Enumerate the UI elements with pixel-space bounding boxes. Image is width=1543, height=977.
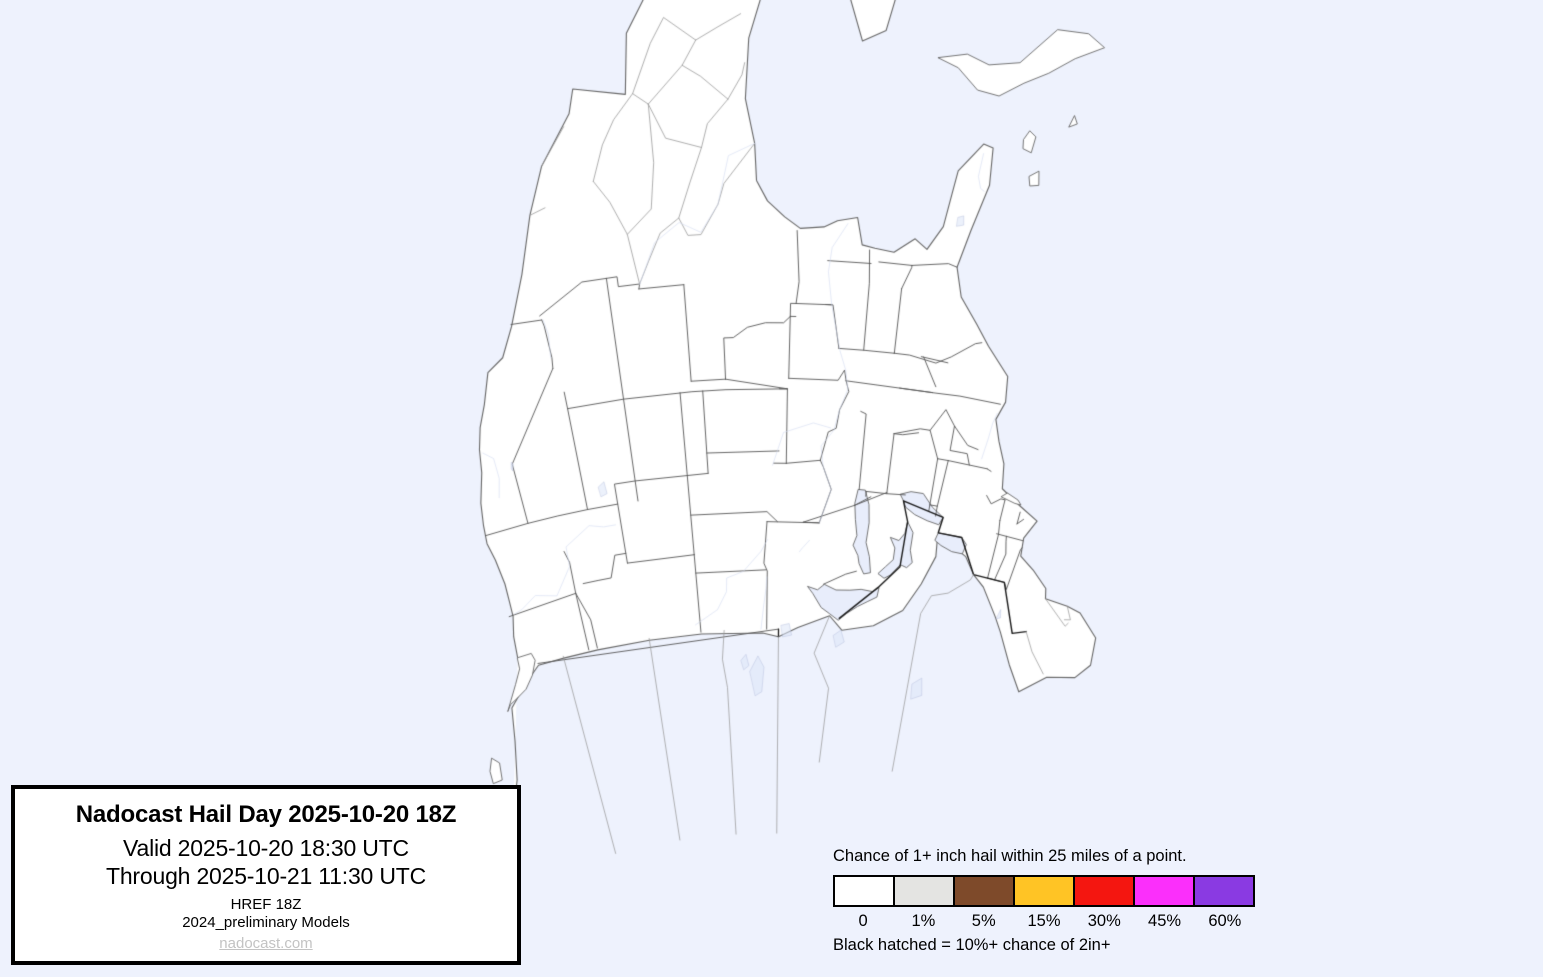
- valid-time-label: Valid 2025-10-20 18:30 UTC: [123, 834, 409, 861]
- legend-hatching-note: Black hatched = 10%+ chance of 2in+: [833, 936, 1111, 955]
- legend-swatch-30pct: [1075, 876, 1135, 905]
- nadocast-website-link[interactable]: nadocast.com: [219, 935, 313, 953]
- legend-tick-5pct: 5%: [971, 911, 996, 930]
- models-run-label: 2024_preliminary Models: [182, 914, 350, 932]
- legend-swatch-15pct: [1015, 876, 1075, 905]
- legend-color-bar: [833, 874, 1255, 907]
- legend-tick-45pct: 45%: [1148, 911, 1182, 930]
- legend-swatch-0: [835, 876, 895, 905]
- model-name-label: HREF 18Z: [230, 895, 302, 913]
- legend-swatch-45pct: [1135, 876, 1195, 905]
- legend-tick-1pct: 1%: [911, 911, 936, 930]
- legend-swatch-60pct: [1195, 876, 1253, 905]
- probability-legend: Chance of 1+ inch hail within 25 miles o…: [833, 848, 1263, 956]
- legend-tick-labels: 0 1% 5% 15% 30% 45% 60%: [833, 911, 1255, 932]
- legend-tick-60pct: 60%: [1208, 911, 1242, 930]
- legend-swatch-5pct: [955, 876, 1015, 905]
- page-title: Nadocast Hail Day 2025-10-20 18Z: [75, 801, 457, 828]
- legend-tick-15pct: 15%: [1027, 911, 1061, 930]
- legend-caption: Chance of 1+ inch hail within 25 miles o…: [833, 847, 1187, 865]
- title-box: Nadocast Hail Day 2025-10-20 18Z Valid 2…: [11, 785, 521, 965]
- legend-tick-30pct: 30%: [1087, 911, 1121, 930]
- through-time-label: Through 2025-10-21 11:30 UTC: [105, 862, 426, 889]
- legend-swatch-1pct: [895, 876, 955, 905]
- legend-tick-0: 0: [858, 911, 868, 930]
